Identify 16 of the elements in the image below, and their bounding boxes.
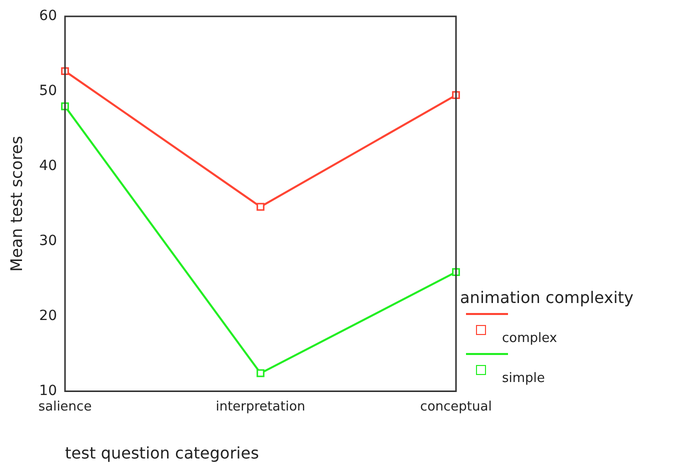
legend-label: complex: [502, 331, 558, 346]
y-tick-label: 20: [39, 308, 58, 324]
x-axis-title: test question categories: [65, 444, 259, 463]
y-tick-label: 30: [39, 232, 58, 249]
y-tick-label: 50: [39, 83, 58, 99]
x-tick-label: salience: [38, 399, 92, 414]
legend-label: simple: [502, 371, 545, 386]
y-tick-label: 10: [39, 382, 58, 399]
y-axis-title: Mean test scores: [6, 136, 26, 272]
point: [256, 369, 264, 378]
y-tick-label: 40: [39, 158, 58, 174]
x-tick-label: conceptual: [420, 399, 492, 414]
legend-title: animation complexity: [460, 288, 634, 307]
y-tick-label: 60: [39, 8, 58, 24]
x-tick-label: interpretation: [216, 399, 306, 414]
point: [256, 202, 264, 211]
